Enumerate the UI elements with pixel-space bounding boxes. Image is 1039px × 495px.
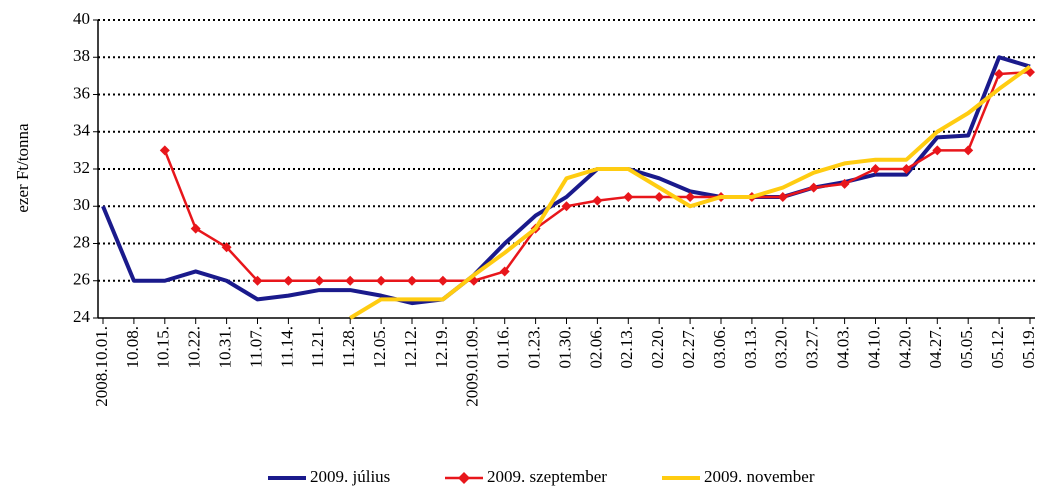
x-tick-label: 02.06. — [586, 326, 605, 369]
x-tick-label: 2009.01.09. — [463, 326, 482, 407]
x-tick-label: 02.27. — [679, 326, 698, 369]
y-tick-label: 34 — [73, 121, 91, 140]
x-tick-label: 03.13. — [741, 326, 760, 369]
marker — [314, 275, 325, 286]
x-tick-label: 01.30. — [555, 326, 574, 369]
y-tick-label: 40 — [73, 9, 90, 28]
x-tick-label: 10.31. — [216, 326, 235, 369]
x-tick-label: 10.15. — [154, 326, 173, 369]
x-tick-label: 12.12. — [401, 326, 420, 369]
x-tick-label: 01.23. — [525, 326, 544, 369]
y-tick-label: 32 — [73, 158, 90, 177]
series-line — [349, 64, 1032, 320]
marker — [499, 266, 510, 277]
marker — [437, 275, 448, 286]
legend-label: 2009. szeptember — [487, 467, 607, 486]
x-tick-label: 03.06. — [710, 326, 729, 369]
legend-marker — [458, 472, 470, 484]
marker — [190, 223, 201, 234]
x-tick-label: 11.28. — [339, 326, 358, 368]
marker — [654, 191, 665, 202]
x-tick-label: 11.14. — [277, 326, 296, 368]
marker — [808, 182, 819, 193]
x-tick-label: 03.20. — [772, 326, 791, 369]
series-line — [101, 55, 1031, 306]
marker — [870, 164, 881, 174]
marker — [345, 275, 356, 286]
x-tick-label: 04.10. — [864, 326, 883, 369]
marker — [623, 191, 634, 202]
marker — [283, 275, 294, 286]
marker — [901, 164, 912, 174]
marker — [561, 201, 572, 212]
marker — [376, 275, 387, 286]
x-tick-label: 04.03. — [834, 326, 853, 369]
y-tick-label: 26 — [73, 270, 90, 289]
legend-label: 2009. július — [310, 467, 390, 486]
y-tick-label: 28 — [73, 232, 90, 251]
marker — [159, 145, 170, 156]
x-tick-label: 2008.10.01. — [92, 326, 111, 407]
x-tick-label: 10.08. — [123, 326, 142, 369]
x-tick-label: 11.07. — [246, 326, 265, 368]
y-tick-label: 38 — [73, 46, 90, 65]
marker — [221, 242, 232, 253]
x-tick-label: 01.16. — [494, 326, 513, 369]
marker — [592, 195, 603, 206]
x-tick-label: 12.05. — [370, 326, 389, 369]
y-axis-label: ezer Ft/tonna — [13, 123, 32, 213]
x-tick-label: 11.21. — [308, 326, 327, 368]
marker — [407, 275, 417, 286]
marker — [777, 191, 788, 202]
y-tick-label: 36 — [73, 83, 90, 102]
marker — [932, 145, 943, 156]
marker — [994, 69, 1005, 80]
marker — [839, 178, 850, 189]
x-tick-label: 12.19. — [432, 326, 451, 369]
x-tick-label: 05.19. — [1019, 326, 1038, 369]
x-tick-label: 02.13. — [617, 326, 636, 369]
marker — [963, 145, 974, 156]
x-tick-label: 04.27. — [926, 326, 945, 369]
x-tick-label: 10.22. — [185, 326, 204, 369]
x-tick-label: 02.20. — [648, 326, 667, 369]
y-tick-label: 24 — [73, 307, 91, 326]
x-tick-label: 04.20. — [895, 326, 914, 369]
x-tick-label: 03.27. — [803, 326, 822, 369]
x-tick-label: 05.05. — [957, 326, 976, 369]
marker — [252, 275, 263, 286]
y-tick-label: 30 — [73, 195, 90, 214]
x-tick-label: 05.12. — [988, 326, 1007, 369]
legend-label: 2009. november — [704, 467, 815, 486]
marker — [685, 191, 696, 202]
